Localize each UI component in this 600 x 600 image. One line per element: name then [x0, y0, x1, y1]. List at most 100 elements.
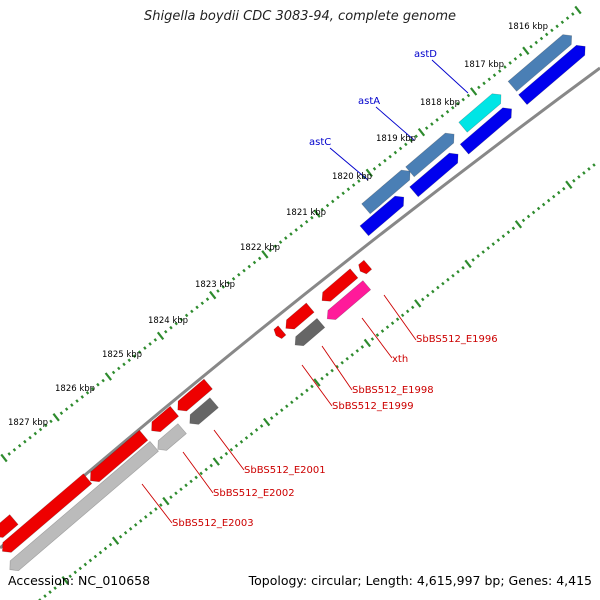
outer-minor-tick	[70, 403, 74, 407]
outer-minor-tick	[325, 203, 330, 208]
outer-minor-tick	[289, 232, 293, 236]
outer-major-tick	[365, 168, 373, 178]
inner-minor-tick	[144, 515, 148, 519]
outer-minor-tick	[164, 329, 168, 334]
gene-label: SbBS512_E2001	[244, 465, 326, 476]
genome-summary: Topology: circular; Length: 4,615,997 bp…	[248, 573, 592, 588]
inner-major-tick	[565, 180, 573, 189]
inner-minor-tick	[385, 325, 390, 329]
inner-minor-tick	[133, 523, 138, 527]
inner-minor-tick	[88, 558, 93, 563]
outer-minor-tick	[388, 154, 392, 159]
inner-minor-tick	[98, 550, 103, 555]
outer-minor-tick	[492, 73, 497, 77]
inner-minor-tick	[340, 360, 344, 365]
inner-major-tick	[162, 496, 170, 506]
inner-minor-tick	[491, 242, 496, 246]
inner-minor-tick	[93, 554, 98, 559]
outer-minor-tick	[184, 313, 189, 318]
forward-gene	[518, 44, 586, 106]
inner-minor-tick	[159, 503, 163, 507]
outer-minor-tick	[508, 61, 512, 65]
outer-minor-tick	[451, 105, 455, 110]
reverse-gene-light	[157, 423, 187, 451]
inner-minor-tick	[375, 333, 380, 337]
inner-minor-tick	[541, 202, 546, 207]
outer-minor-tick	[539, 36, 544, 41]
inner-minor-tick	[254, 428, 259, 432]
outer-minor-tick	[59, 411, 64, 415]
outer-minor-tick	[477, 85, 481, 90]
outer-minor-tick	[257, 256, 262, 261]
inner-minor-tick	[179, 487, 183, 492]
inner-minor-tick	[103, 546, 108, 551]
outer-minor-tick	[90, 386, 95, 391]
reverse-gene	[285, 302, 315, 330]
reverse-gene	[0, 514, 19, 538]
inner-minor-tick	[68, 574, 72, 579]
inner-minor-tick	[194, 475, 198, 480]
leader-line	[383, 294, 417, 341]
ruler-labels: 1816 kbp 1817 kbp 1818 kbp 1819 kbp 1820 kbp…	[8, 22, 548, 428]
inner-minor-tick	[521, 218, 526, 223]
inner-minor-tick	[184, 483, 188, 488]
outer-minor-tick	[33, 431, 38, 436]
outer-minor-tick	[247, 264, 251, 269]
outer-minor-tick	[190, 309, 194, 314]
leader-line	[375, 106, 415, 141]
inner-minor-tick	[320, 376, 324, 381]
ruler-label: 1825 kbp	[102, 350, 142, 360]
outer-minor-tick	[252, 260, 257, 265]
inner-minor-tick	[330, 368, 334, 373]
outer-minor-tick	[49, 419, 53, 424]
forward-gene	[405, 132, 455, 178]
outer-minor-tick	[304, 220, 309, 224]
outer-major-tick	[470, 87, 478, 96]
inner-minor-tick	[536, 206, 541, 211]
inner-minor-tick	[461, 266, 465, 270]
outer-minor-tick	[278, 240, 283, 244]
outer-major-tick	[209, 290, 217, 300]
outer-minor-tick	[231, 277, 236, 281]
outer-minor-tick	[122, 362, 126, 367]
outer-minor-tick	[445, 110, 450, 114]
reverse-gene	[358, 259, 373, 275]
outer-minor-tick	[414, 134, 418, 139]
leader-line	[329, 147, 369, 181]
outer-minor-tick	[404, 142, 408, 147]
outer-minor-tick	[237, 272, 241, 277]
inner-minor-tick	[234, 443, 239, 448]
outer-major-tick	[104, 372, 112, 381]
inner-minor-tick	[390, 321, 395, 325]
outer-minor-tick	[148, 342, 152, 346]
inner-minor-tick	[244, 436, 249, 440]
outer-minor-tick	[409, 138, 413, 143]
outer-minor-tick	[242, 268, 246, 273]
inner-minor-tick	[592, 163, 596, 167]
outer-minor-tick	[294, 228, 298, 232]
inner-minor-tick	[496, 238, 501, 242]
outer-minor-tick	[550, 28, 554, 33]
outer-major-tick	[313, 209, 321, 218]
outer-minor-tick	[466, 93, 471, 98]
outer-major-tick	[417, 127, 426, 137]
outer-minor-tick	[96, 382, 100, 387]
outer-minor-tick	[565, 16, 570, 20]
outer-minor-tick	[17, 444, 22, 448]
outer-minor-tick	[111, 370, 116, 375]
outer-minor-tick	[23, 439, 27, 444]
outer-minor-tick	[430, 122, 434, 126]
gene-label: SbBS512_E1999	[332, 401, 414, 412]
inner-minor-tick	[174, 491, 178, 496]
inner-minor-tick	[229, 447, 234, 452]
outer-minor-tick	[341, 191, 345, 196]
inner-minor-tick	[325, 372, 329, 377]
inner-major-tick	[111, 536, 120, 545]
outer-minor-tick	[44, 423, 48, 428]
inner-minor-tick	[73, 570, 77, 575]
outer-minor-tick	[205, 297, 210, 301]
leader-line	[301, 364, 333, 407]
inner-major-tick	[212, 457, 220, 466]
inner-major-tick	[262, 417, 271, 427]
